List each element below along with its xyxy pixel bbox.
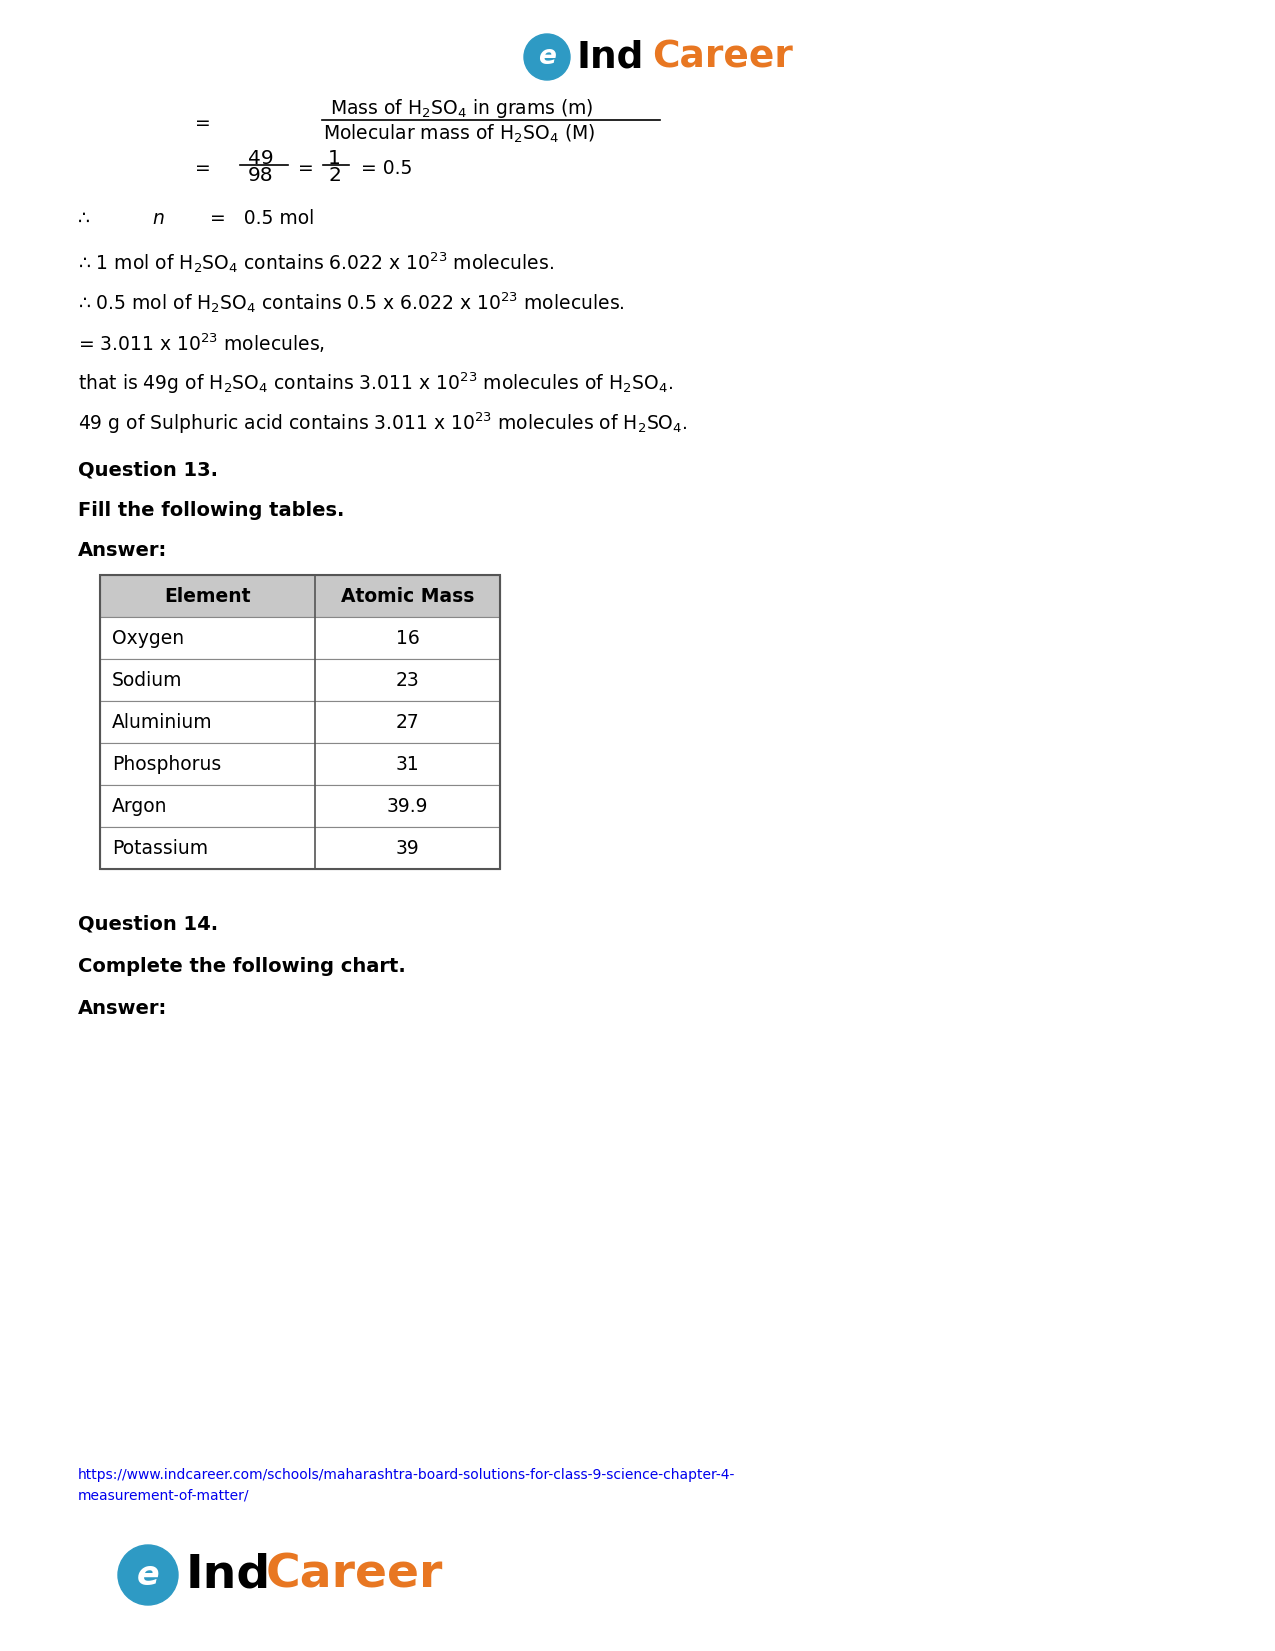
Text: Atomic Mass: Atomic Mass: [340, 586, 474, 606]
Text: Oxygen: Oxygen: [112, 629, 184, 647]
Bar: [99, 784, 500, 827]
Text: https://www.indcareer.com/schools/maharashtra-board-solutions-for-class-9-scienc: https://www.indcareer.com/schools/mahara…: [78, 1468, 736, 1483]
Text: Mass of H$_2$SO$_4$ in grams (m): Mass of H$_2$SO$_4$ in grams (m): [330, 96, 593, 119]
Text: Complete the following chart.: Complete the following chart.: [78, 956, 405, 976]
Text: Question 13.: Question 13.: [78, 461, 218, 479]
Bar: [99, 659, 500, 702]
Text: measurement-of-matter/: measurement-of-matter/: [78, 1488, 250, 1502]
Text: that is 49g of H$_2$SO$_4$ contains 3.011 x 10$^{23}$ molecules of H$_2$SO$_4$.: that is 49g of H$_2$SO$_4$ contains 3.01…: [78, 370, 673, 396]
Text: ∴ 1 mol of H$_2$SO$_4$ contains 6.022 x 10$^{23}$ molecules.: ∴ 1 mol of H$_2$SO$_4$ contains 6.022 x …: [78, 251, 553, 276]
Text: =: =: [195, 158, 210, 178]
Bar: [99, 575, 500, 868]
Text: Career: Career: [266, 1552, 444, 1598]
Circle shape: [524, 35, 570, 79]
Bar: [99, 827, 500, 868]
Text: Fill the following tables.: Fill the following tables.: [78, 500, 344, 520]
Text: 39: 39: [395, 839, 419, 857]
Text: Phosphorus: Phosphorus: [112, 755, 222, 774]
Text: Sodium: Sodium: [112, 670, 182, 690]
Text: 31: 31: [395, 755, 419, 774]
Text: =   0.5 mol: = 0.5 mol: [210, 208, 314, 228]
Bar: [99, 617, 500, 659]
Bar: [99, 575, 500, 617]
Text: ∴ 0.5 mol of H$_2$SO$_4$ contains 0.5 x 6.022 x 10$^{23}$ molecules.: ∴ 0.5 mol of H$_2$SO$_4$ contains 0.5 x …: [78, 291, 625, 315]
Text: Career: Career: [652, 40, 793, 74]
Text: 49: 49: [249, 149, 274, 167]
Text: e: e: [538, 45, 556, 69]
Text: Aluminium: Aluminium: [112, 713, 213, 731]
Text: 2: 2: [328, 165, 340, 185]
Text: =: =: [195, 114, 210, 132]
Bar: [99, 743, 500, 784]
Text: n: n: [152, 208, 164, 228]
Text: 98: 98: [249, 165, 274, 185]
Text: 1: 1: [328, 149, 340, 167]
Text: 39.9: 39.9: [386, 796, 428, 816]
Text: Answer:: Answer:: [78, 999, 167, 1017]
Text: Element: Element: [164, 586, 251, 606]
Text: Argon: Argon: [112, 796, 167, 816]
Text: e: e: [136, 1559, 159, 1592]
Text: =: =: [298, 158, 314, 178]
Text: 49 g of Sulphuric acid contains 3.011 x 10$^{23}$ molecules of H$_2$SO$_4$.: 49 g of Sulphuric acid contains 3.011 x …: [78, 409, 687, 436]
Text: Ind: Ind: [578, 40, 644, 74]
Text: Potassium: Potassium: [112, 839, 208, 857]
Text: 23: 23: [395, 670, 419, 690]
Text: Molecular mass of H$_2$SO$_4$ (M): Molecular mass of H$_2$SO$_4$ (M): [323, 122, 595, 145]
Bar: [99, 702, 500, 743]
Text: Answer:: Answer:: [78, 540, 167, 560]
Text: ∴: ∴: [78, 208, 89, 228]
Circle shape: [119, 1545, 179, 1605]
Text: = 0.5: = 0.5: [361, 158, 412, 178]
Text: = 3.011 x 10$^{23}$ molecules,: = 3.011 x 10$^{23}$ molecules,: [78, 332, 325, 355]
Text: 27: 27: [395, 713, 419, 731]
Text: Ind: Ind: [186, 1552, 272, 1598]
Text: Question 14.: Question 14.: [78, 915, 218, 933]
Text: 16: 16: [395, 629, 419, 647]
